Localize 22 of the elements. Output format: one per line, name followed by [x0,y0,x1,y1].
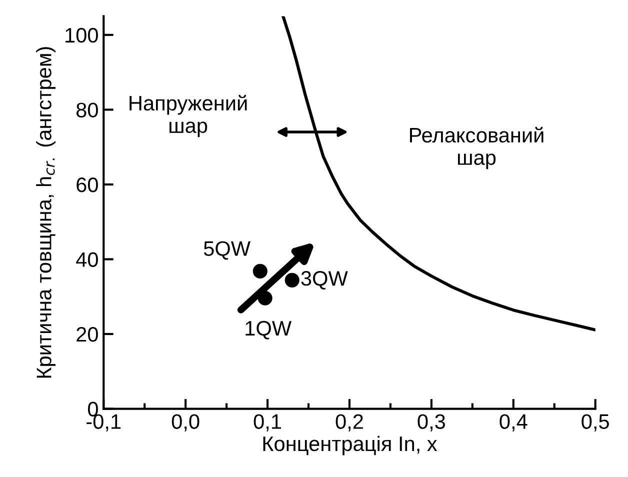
x-tick-label: 0,3 [418,414,445,432]
x-tick-label: 0,4 [500,414,528,432]
point [284,272,300,288]
y-tick-label: 0 [88,402,98,417]
x-tick-label: 0,0 [172,414,200,432]
point [252,264,268,278]
annotation: Напружений шар [130,94,247,138]
y-axis-title: Критична товщина, h$_{cr.}$ (ангстрем) [36,47,56,378]
x-tick-label: -0,1 [86,414,121,432]
annotation: 5QW [204,241,250,260]
x-tick-label: 0,5 [582,414,609,432]
x-tick-label: 0,1 [254,414,281,432]
y-tick-label: 20 [76,327,98,342]
y-tick-label: 60 [76,177,98,192]
annotation: Релаксований шар [410,126,544,170]
x-axis-title: Концентрація In, x [263,436,438,456]
x-tick-label: 0,2 [336,414,363,432]
y-tick-label: 80 [76,102,98,118]
y-tick-label: 40 [76,252,98,267]
y-tick-label: 100 [66,28,98,43]
annotation: 3QW [301,271,348,290]
annotation: 1QW [246,320,292,340]
